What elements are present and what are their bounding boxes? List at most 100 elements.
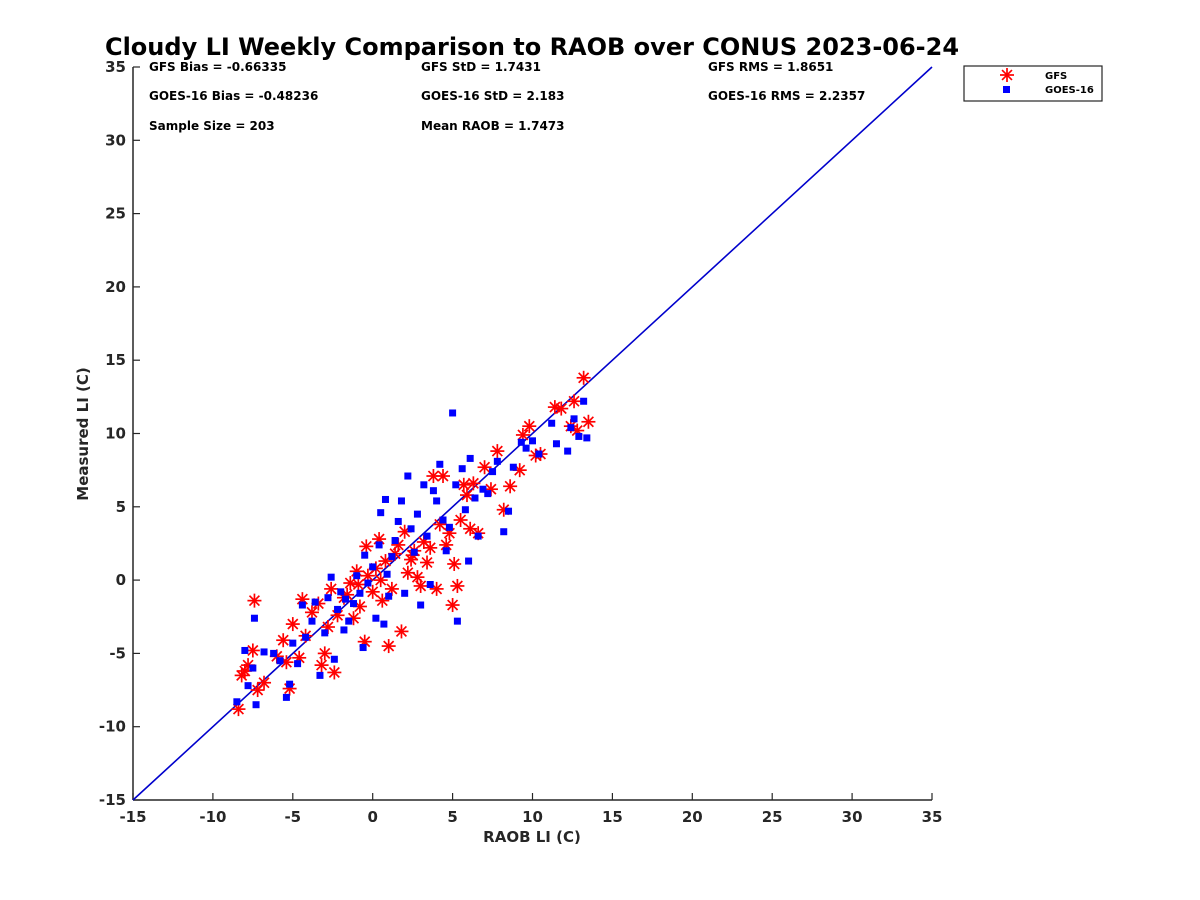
- goes16-point: [260, 648, 268, 656]
- gfs-point: [466, 476, 481, 491]
- gfs-point: [453, 512, 468, 527]
- x-tick-label: -5: [284, 808, 301, 826]
- legend-gfs-label: GFS: [1045, 71, 1067, 82]
- gfs-point: [317, 646, 332, 661]
- statistics-block: GFS Bias = -0.66335 GFS StD = 1.7431 GFS…: [149, 60, 865, 133]
- gfs-point: [420, 555, 435, 570]
- goes16-point: [375, 541, 383, 549]
- goes16-point: [461, 506, 469, 514]
- y-tick-label: 10: [105, 425, 126, 443]
- gfs-point: [459, 488, 474, 503]
- goes16-point: [334, 605, 342, 613]
- gfs-point: [285, 617, 300, 632]
- goes16-point: [548, 419, 556, 427]
- goes16-point: [289, 639, 297, 647]
- legend-gfs-asterisk: [1000, 68, 1014, 82]
- goes16-point: [369, 563, 377, 571]
- goes16-point: [377, 509, 385, 517]
- goes16-point: [471, 494, 479, 502]
- goes16-point: [337, 588, 345, 596]
- goes16-point: [509, 463, 517, 471]
- goes16-point: [479, 485, 487, 493]
- plot-area: -15 -10 -5 0 5 10 15 20 25 30 35 -15 -10 -5 0 5 10 15 20 25…: [99, 58, 943, 826]
- y-tick-label: 0: [116, 571, 126, 589]
- goes16-point: [426, 580, 434, 588]
- gfs-point: [351, 577, 366, 592]
- goes16-point: [276, 657, 284, 665]
- gfs-point: [365, 584, 380, 599]
- gfs-point: [567, 394, 582, 409]
- x-tick-label: 0: [367, 808, 377, 826]
- gfs-point: [576, 370, 591, 385]
- goes16-point: [311, 598, 319, 606]
- goes16-point: [282, 693, 290, 701]
- y-tick-label: 25: [105, 205, 126, 223]
- gfs-point: [276, 633, 291, 648]
- goes16-point: [364, 579, 372, 587]
- goes16-point: [316, 671, 324, 679]
- goes16-point: [505, 507, 513, 515]
- gfs-bias-stat: GFS Bias = -0.66335: [149, 60, 286, 74]
- goes16-point: [385, 592, 393, 600]
- legend-goes16-marker: [1003, 86, 1010, 93]
- gfs-point: [314, 658, 329, 673]
- y-tick-label: 30: [105, 131, 126, 149]
- goes16-point: [342, 595, 350, 603]
- goes16-point: [330, 655, 338, 663]
- goes16-point: [327, 573, 335, 581]
- goes16-point: [404, 472, 412, 480]
- goes16-point: [298, 601, 306, 609]
- gfs-point: [381, 639, 396, 654]
- goes16-point: [294, 660, 302, 668]
- goes16-point: [391, 537, 399, 545]
- goes16-point: [436, 460, 444, 468]
- gfs-std-stat: GFS StD = 1.7431: [421, 60, 541, 74]
- legend-gfs-marker: [1000, 68, 1014, 82]
- goes16-point: [308, 617, 316, 625]
- gfs-point: [245, 643, 260, 658]
- goes16-point: [407, 525, 415, 533]
- goes16-rms-stat: GOES-16 RMS = 2.2357: [708, 89, 865, 103]
- goes16-point: [429, 487, 437, 495]
- goes16-point: [575, 432, 583, 440]
- goes16-point: [465, 557, 473, 565]
- goes16-point: [302, 633, 310, 641]
- goes16-point: [321, 629, 329, 637]
- goes16-point: [356, 589, 364, 597]
- gfs-point: [477, 460, 492, 475]
- goes16-point: [249, 664, 257, 672]
- goes16-point: [535, 450, 543, 458]
- goes16-point: [324, 594, 332, 602]
- legend-box: [963, 65, 1103, 102]
- x-axis-label: RAOB LI (C): [483, 828, 581, 846]
- gfs-point: [359, 539, 374, 554]
- goes16-point: [500, 528, 508, 536]
- gfs-point: [413, 578, 428, 593]
- axis-ticks: -15 -10 -5 0 5 10 15 20 25 30 35 -15 -10 -5 0 5 10 15 20 25…: [99, 58, 943, 826]
- goes16-point: [453, 617, 461, 625]
- goes16-point: [442, 547, 450, 555]
- sample-size-stat: Sample Size = 203: [149, 119, 275, 133]
- goes16-bias-stat: GOES-16 Bias = -0.48236: [149, 89, 318, 103]
- y-tick-label: 35: [105, 58, 126, 76]
- goes16-point: [345, 617, 353, 625]
- goes16-point: [423, 532, 431, 540]
- y-tick-label: 5: [116, 498, 126, 516]
- goes16-point: [359, 644, 367, 652]
- legend: GFS GOES-16: [963, 65, 1103, 102]
- one-to-one-reference-line: [132, 66, 933, 801]
- mean-raob-stat: Mean RAOB = 1.7473: [421, 119, 565, 133]
- y-tick-label: 15: [105, 351, 126, 369]
- goes16-point: [529, 437, 536, 445]
- gfs-point: [423, 540, 438, 555]
- goes16-point: [474, 532, 482, 540]
- goes16-point: [493, 457, 501, 465]
- goes16-point: [439, 516, 447, 524]
- goes16-point: [552, 440, 560, 448]
- goes16-point: [420, 481, 428, 489]
- legend-goes16-label: GOES-16: [1045, 85, 1094, 96]
- goes16-point: [484, 490, 492, 498]
- gfs-point: [445, 598, 460, 613]
- y-tick-label: -5: [109, 644, 126, 662]
